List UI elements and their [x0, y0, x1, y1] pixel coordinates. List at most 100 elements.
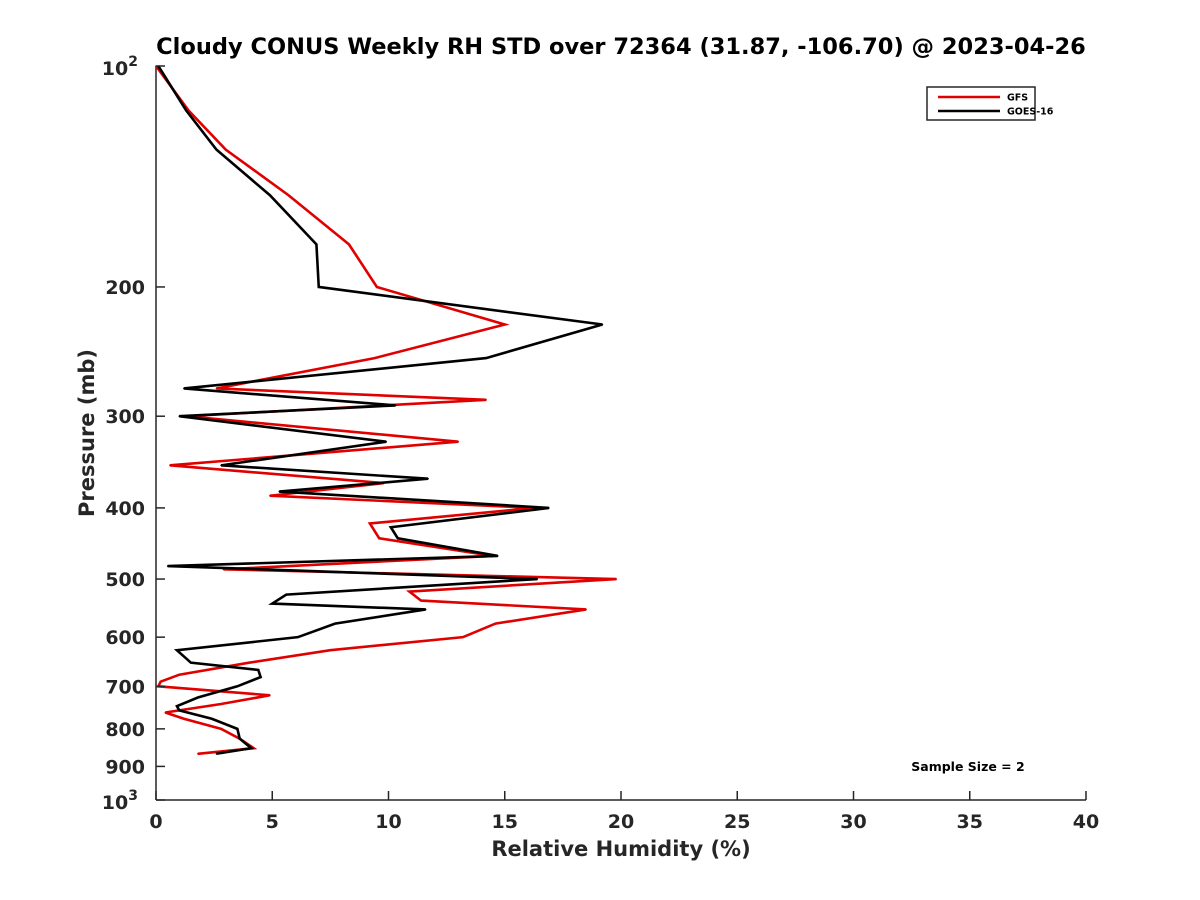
legend-box: [926, 86, 1036, 121]
x-tick-label: 40: [1073, 811, 1099, 833]
data-point: [215, 148, 218, 151]
y-tick-label: 102: [102, 54, 138, 80]
data-point: [485, 357, 487, 359]
x-tick-label: 35: [957, 811, 983, 833]
data-point: [462, 636, 464, 638]
data-point: [317, 286, 320, 288]
data-point: [183, 387, 185, 390]
data-point: [220, 464, 222, 467]
data-point: [190, 661, 192, 664]
data-point: [236, 728, 239, 730]
data-point: [224, 148, 227, 151]
y-tick-label: 500: [105, 569, 145, 591]
data-point: [164, 711, 167, 714]
x-tick-label: 0: [149, 811, 162, 833]
data-point: [159, 680, 162, 683]
data-point: [601, 323, 604, 326]
data-point: [176, 705, 178, 707]
data-point: [211, 717, 213, 720]
data-point: [376, 286, 378, 288]
x-tick-label: 30: [840, 811, 866, 833]
data-point: [315, 243, 318, 246]
y-tick-label: 800: [105, 719, 145, 741]
y-tick-label: 900: [105, 756, 145, 778]
legend: GFS GOES-16: [926, 86, 1054, 121]
y-tick-label: 103: [102, 788, 138, 814]
data-point: [278, 490, 281, 493]
data-point: [285, 593, 288, 596]
data-point: [385, 440, 387, 443]
y-tick-label: 300: [105, 406, 145, 428]
data-point: [178, 673, 181, 676]
data-point: [185, 109, 188, 112]
data-point: [178, 709, 181, 712]
series-line: [154, 65, 617, 756]
data-point: [215, 752, 218, 755]
data-point: [183, 717, 185, 720]
data-point: [536, 578, 539, 580]
data-point: [169, 464, 171, 467]
x-tick-label: 10: [375, 811, 401, 833]
data-point: [485, 399, 487, 401]
data-point: [427, 477, 429, 480]
data-point: [197, 696, 199, 699]
data-point: [248, 661, 250, 664]
x-axis-label: Relative Humidity (%): [491, 837, 750, 861]
data-point: [373, 357, 376, 359]
data-point: [329, 649, 332, 651]
data-point: [390, 526, 392, 529]
legend-label: GFS: [1007, 93, 1028, 104]
y-tick-label: 700: [105, 676, 145, 698]
data-point: [334, 622, 336, 625]
legend-label: GOES-16: [1007, 107, 1054, 118]
data-point: [220, 728, 222, 730]
x-tick-label: 15: [492, 811, 518, 833]
y-axis-label: Pressure (mb): [75, 349, 99, 517]
data-point: [197, 752, 199, 755]
series-goes-16: [157, 65, 604, 756]
data-point: [271, 602, 274, 605]
data-point: [269, 494, 271, 497]
data-point: [548, 507, 550, 509]
data-point: [269, 694, 271, 697]
data-point: [178, 415, 181, 418]
data-point: [236, 685, 239, 688]
data-point: [397, 537, 399, 540]
x-axis-ticks: 0 5 10 15 20 25 30 35 40: [149, 791, 1099, 833]
data-point: [220, 703, 222, 705]
data-point: [176, 649, 178, 651]
y-axis-ticks: 102 200 300 400 500 600 700 800 900 103: [102, 54, 165, 814]
series-line: [157, 65, 603, 756]
data-point: [166, 565, 169, 567]
y-tick-label: 200: [105, 277, 145, 299]
data-point: [585, 608, 587, 611]
data-point: [348, 243, 350, 246]
data-point: [269, 194, 271, 197]
data-point: [250, 747, 253, 749]
y-tick-label: 600: [105, 627, 145, 649]
y-tick-label: 400: [105, 498, 145, 520]
x-tick-label: 5: [266, 811, 279, 833]
data-point: [420, 599, 422, 602]
plot-area: [154, 65, 1086, 801]
data-point: [615, 578, 618, 580]
data-point: [369, 522, 371, 525]
data-point: [287, 194, 290, 197]
chart-title: Cloudy CONUS Weekly RH STD over 72364 (3…: [156, 34, 1086, 60]
data-point: [215, 387, 218, 390]
data-point: [378, 537, 381, 540]
series-gfs: [154, 65, 618, 756]
data-point: [297, 636, 299, 638]
data-point: [457, 440, 460, 443]
sample-size-annotation: Sample Size = 2: [911, 759, 1024, 774]
data-point: [503, 323, 506, 326]
data-point: [257, 669, 260, 671]
data-point: [238, 737, 241, 740]
data-point: [259, 676, 262, 678]
data-point: [496, 555, 499, 557]
x-tick-label: 25: [724, 811, 750, 833]
x-tick-label: 20: [608, 811, 634, 833]
data-point: [424, 608, 427, 611]
data-point: [394, 404, 397, 407]
